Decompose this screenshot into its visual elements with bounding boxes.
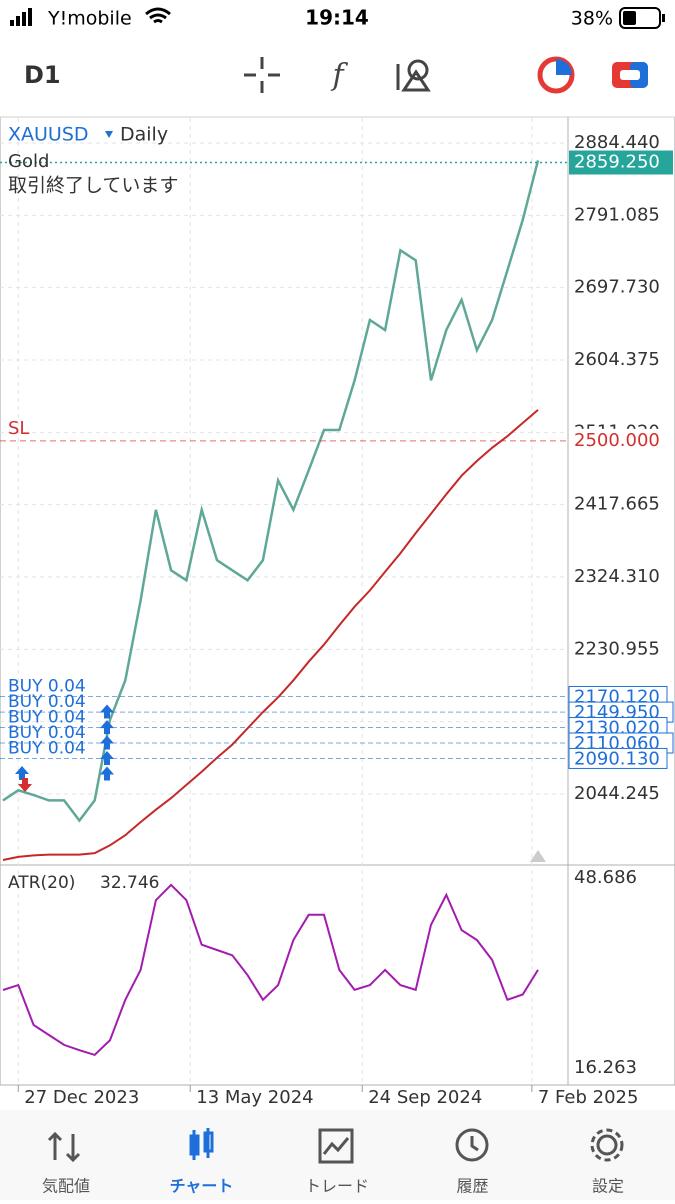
series-line bbox=[2, 160, 540, 823]
order-price-box bbox=[568, 747, 668, 769]
crosshair-button[interactable] bbox=[244, 57, 280, 93]
signal-icon bbox=[10, 8, 32, 26]
clock: 19:14 bbox=[305, 6, 369, 30]
indicators-button[interactable]: f bbox=[330, 58, 348, 93]
period: Daily bbox=[120, 124, 168, 146]
order-label: BUY 0.04 bbox=[8, 708, 86, 728]
tab-label[interactable]: チャート bbox=[170, 1177, 234, 1196]
series-line bbox=[2, 409, 539, 861]
y-tick-label: 2604.375 bbox=[574, 349, 660, 370]
tab-bar bbox=[0, 1110, 675, 1200]
x-tick-label: 7 Feb 2025 bbox=[538, 1087, 639, 1108]
buy-arrow bbox=[100, 766, 114, 781]
tab-label[interactable]: トレード bbox=[305, 1177, 369, 1196]
description: Gold bbox=[8, 151, 49, 172]
wifi-icon bbox=[145, 7, 171, 24]
y-tick-label: 2884.440 bbox=[574, 132, 660, 153]
timeframe-button[interactable]: D1 bbox=[24, 61, 61, 89]
sl-label: SL bbox=[8, 418, 29, 439]
x-tick-label: 27 Dec 2023 bbox=[24, 1087, 139, 1108]
y-tick-label: 2044.245 bbox=[574, 783, 660, 804]
atr-value: 32.746 bbox=[100, 873, 159, 893]
y-tick-label: 2791.085 bbox=[574, 204, 660, 225]
chart-frame bbox=[0, 116, 675, 1086]
symbol-dropdown[interactable] bbox=[105, 131, 113, 138]
order-price-label: 2090.130 bbox=[574, 748, 660, 769]
tab-label[interactable]: 設定 bbox=[592, 1177, 624, 1196]
sell-arrow bbox=[18, 778, 32, 792]
order-label: BUY 0.04 bbox=[8, 723, 86, 743]
y-tick-label: 16.263 bbox=[574, 1057, 637, 1078]
tab-label[interactable]: 履歴 bbox=[456, 1177, 488, 1196]
battery-percent: 38% bbox=[571, 8, 613, 30]
x-tick-label: 24 Sep 2024 bbox=[368, 1087, 482, 1108]
x-tick-label: 13 May 2024 bbox=[196, 1087, 313, 1108]
atr-name: ATR(20) bbox=[8, 873, 75, 893]
scroll-marker bbox=[530, 850, 546, 862]
overlays: 27 Dec 2023 13 May 2024 24 Sep 2024 7 Feb 2… bbox=[0, 150, 674, 1108]
symbol[interactable]: XAUUSD bbox=[8, 124, 89, 146]
sl-price-label: 2500.000 bbox=[574, 430, 660, 451]
battery-icon bbox=[619, 7, 665, 29]
y-tick-label: 2324.310 bbox=[574, 566, 660, 587]
plot bbox=[2, 160, 540, 1057]
y-tick-label: 48.686 bbox=[574, 867, 637, 888]
objects-button[interactable] bbox=[396, 59, 431, 92]
trade-button[interactable] bbox=[537, 56, 575, 94]
tab-icons bbox=[47, 1128, 624, 1164]
market-status: 取引終了しています bbox=[8, 175, 178, 197]
buy-arrow bbox=[15, 766, 29, 780]
tab-label[interactable]: 気配値 bbox=[42, 1177, 90, 1196]
one-click-button[interactable] bbox=[612, 62, 648, 88]
sl-price-box bbox=[569, 428, 673, 453]
series-line bbox=[2, 883, 539, 1057]
order-label: BUY 0.04 bbox=[8, 692, 86, 712]
order-label: BUY 0.04 bbox=[8, 738, 86, 758]
buy-arrow bbox=[100, 704, 114, 719]
y-tick-label: 2697.730 bbox=[574, 277, 660, 298]
carrier: Y!mobile bbox=[47, 8, 132, 30]
grid: 2044.2452137.6002230.9552324.3102417.665… bbox=[0, 118, 660, 1092]
y-tick-label: 2417.665 bbox=[574, 494, 660, 515]
order-label: BUY 0.04 bbox=[8, 676, 86, 696]
current-price-box bbox=[569, 150, 673, 175]
y-tick-label: 2230.955 bbox=[574, 638, 660, 659]
current-price-label: 2859.250 bbox=[574, 152, 660, 173]
